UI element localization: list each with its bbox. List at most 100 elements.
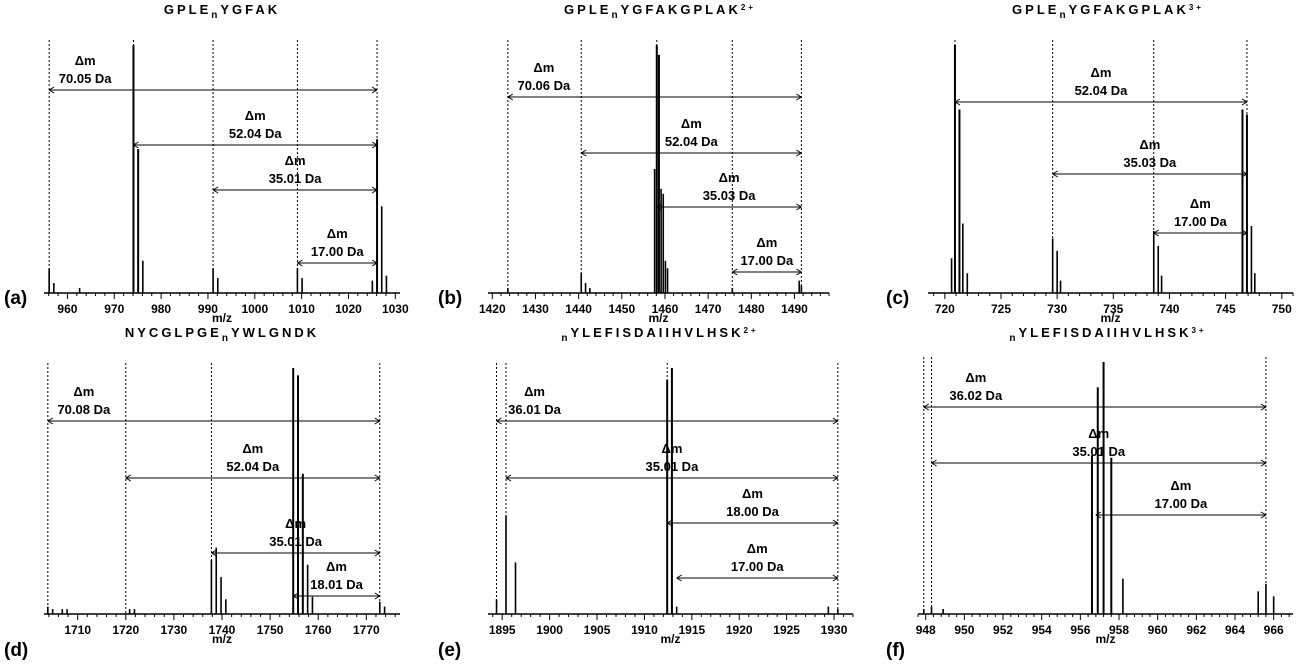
arrow-head-right (1260, 459, 1267, 467)
x-tick-label: 950 (954, 623, 974, 637)
x-tick-label: 730 (1047, 302, 1067, 316)
delta-label: 17.00 Da (1155, 496, 1209, 511)
arrow-head-left (732, 268, 738, 276)
title-part: n (1059, 10, 1068, 21)
x-tick-label: 1440 (565, 302, 592, 316)
title-part: YLEFISDAIIHVLHSK (1019, 325, 1192, 340)
arrow-head-left (1153, 229, 1159, 237)
x-tick-label: 735 (1103, 302, 1123, 316)
delta-symbol: Δm (756, 235, 777, 250)
arrow-head-left (125, 474, 132, 482)
title-part: YGFAKGPLAK (1069, 2, 1189, 17)
delta-symbol: Δm (326, 559, 347, 574)
x-tick-label: 1430 (522, 302, 549, 316)
x-tick-label: 740 (1159, 302, 1179, 316)
delta-label: 18.00 Da (726, 504, 780, 519)
delta-symbol: Δm (1091, 65, 1112, 80)
delta-label: 35.01 Da (269, 171, 323, 186)
delta-symbol: Δm (73, 384, 94, 399)
arrow-head-right (796, 268, 802, 276)
delta-symbol: Δm (242, 441, 263, 456)
chart-title: GPLEnYGFAKGPLAK3+ (1012, 2, 1204, 21)
title-part: GPLE (564, 2, 611, 17)
arrow-head-right (832, 574, 839, 582)
chart-panel-e: nYLEFISDAIIHVLHSK2+ 1895 1900 1905 1910 1915 1… (438, 325, 854, 661)
chart-title: NYCGLPGEnYWLGNDK (125, 325, 319, 344)
arrow-head-right (374, 474, 381, 482)
arrow-head-left (48, 86, 55, 94)
arrow-head-left (1095, 511, 1102, 519)
arrow-head-left (507, 93, 514, 101)
delta-symbol: Δm (1170, 478, 1191, 493)
delta-symbol: Δm (75, 53, 96, 68)
delta-label: 52.04 Da (665, 134, 719, 149)
arrow-head-left (496, 417, 502, 425)
arrow-head-right (1260, 511, 1267, 519)
x-tick-label: 1910 (631, 623, 658, 637)
x-tick-label: 970 (104, 302, 124, 316)
chart-panel-d: NYCGLPGEnYWLGNDK 1710 1720 1730 1740 1750 1760… (4, 325, 400, 661)
arrow-head-right (371, 186, 378, 194)
arrow-head-right (374, 417, 381, 425)
arrow-head-right (796, 203, 802, 211)
delta-symbol: Δm (524, 384, 545, 399)
delta-symbol: Δm (681, 116, 702, 131)
x-axis-label: m/z (1095, 632, 1115, 646)
panel-label: (a) (4, 288, 27, 309)
arrow-head-right (796, 93, 802, 101)
x-tick-label: 964 (1225, 623, 1245, 637)
title-part: n (1009, 333, 1018, 344)
panel-label: (c) (886, 288, 909, 309)
title-part: YGFAKGPLAK (621, 2, 741, 17)
delta-label: 52.04 Da (229, 126, 283, 141)
x-tick-label: 1450 (608, 302, 635, 316)
delta-symbol: Δm (719, 170, 740, 185)
title-part: GPLE (164, 2, 211, 17)
delta-label: 17.00 Da (731, 559, 785, 574)
arrow-head-left (133, 141, 139, 149)
x-axis-label: m/z (212, 632, 232, 646)
title-part: n (211, 10, 220, 21)
x-tick-label: 725 (991, 302, 1011, 316)
title-part: YLEFISDAIIHVLHSK (571, 325, 744, 340)
delta-label: 35.01 Da (1072, 444, 1126, 459)
x-tick-label: 962 (1186, 623, 1206, 637)
title-part: GPLE (1012, 2, 1059, 17)
x-tick-label: 1000 (241, 302, 268, 316)
chart-title: GPLEnYGFAK (164, 2, 280, 21)
x-tick-label: 960 (1148, 623, 1168, 637)
delta-symbol: Δm (285, 153, 306, 168)
x-axis-label: m/z (648, 311, 668, 325)
arrow-head-left (1052, 170, 1058, 178)
x-tick-label: 1925 (773, 623, 800, 637)
delta-symbol: Δm (1088, 426, 1109, 441)
delta-label: 35.03 Da (703, 188, 757, 203)
chart-panel-a: GPLEnYGFAK 960 970 980 990 1000 1010 1020 1030 m/… (4, 2, 409, 325)
chart-title: GPLEnYGFAKGPLAK2+ (564, 2, 756, 21)
panel-label: (b) (438, 288, 462, 309)
delta-symbol: Δm (1190, 196, 1211, 211)
x-tick-label: 1420 (479, 302, 506, 316)
delta-symbol: Δm (327, 226, 348, 241)
arrow-head-right (374, 592, 381, 600)
delta-symbol: Δm (245, 108, 266, 123)
delta-label: 70.08 Da (57, 402, 111, 417)
arrow-head-right (1241, 229, 1248, 237)
arrow-head-left (297, 259, 303, 267)
x-tick-label: 1920 (726, 623, 753, 637)
title-part: n (561, 333, 570, 344)
x-tick-label: 1460 (652, 302, 679, 316)
delta-label: 17.00 Da (1174, 214, 1228, 229)
title-part: n (611, 10, 620, 21)
delta-label: 36.01 Da (508, 402, 562, 417)
title-part: YWLGNDK (231, 325, 319, 340)
x-tick-label: 1730 (161, 623, 188, 637)
x-axis-label: m/z (212, 311, 232, 325)
arrow-head-left (47, 417, 54, 425)
x-tick-label: 956 (1070, 623, 1090, 637)
x-tick-label: 1480 (738, 302, 765, 316)
x-tick-label: 1760 (305, 623, 332, 637)
arrow-head-left (666, 519, 673, 527)
title-part: 3+ (1191, 326, 1206, 335)
